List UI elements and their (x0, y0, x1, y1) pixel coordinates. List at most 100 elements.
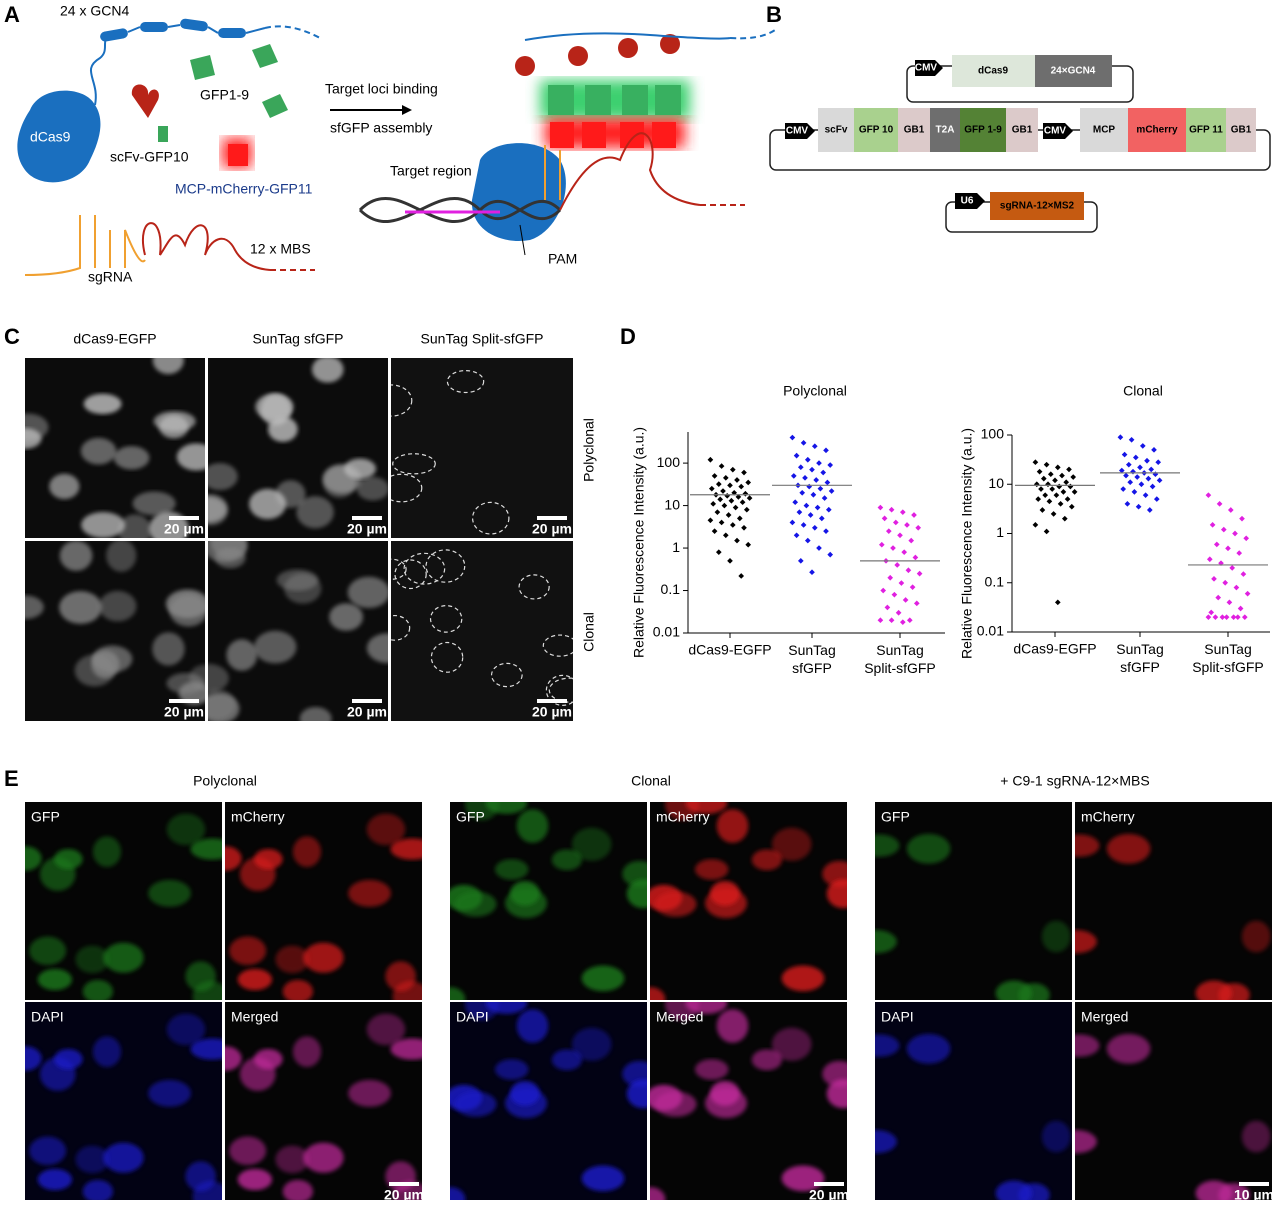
data-point (885, 528, 892, 534)
data-point (1225, 545, 1231, 552)
data-point (905, 567, 912, 574)
nucleus (1041, 1120, 1071, 1153)
data-point (884, 604, 891, 611)
column-label: SunTag Split-sfGFP (421, 331, 544, 347)
nucleus-outline (542, 634, 573, 657)
x-tick-label: SunTag Split-sfGFP (864, 642, 936, 676)
nucleus (581, 965, 625, 992)
nucleus (37, 1168, 73, 1191)
label: 12 x MBS (250, 241, 311, 257)
data-point (1149, 483, 1156, 490)
nucleus (626, 879, 647, 909)
segment-label: GFP 1-9 (964, 125, 1002, 136)
nucleus (253, 630, 297, 664)
data-point (796, 509, 803, 515)
data-point (877, 617, 884, 624)
nucleus (454, 1091, 497, 1117)
data-point (906, 617, 913, 624)
chart-title: Clonal (1123, 383, 1163, 399)
data-point (707, 517, 714, 524)
data-point (1132, 454, 1139, 461)
data-point (804, 537, 811, 544)
nucleus-outline (471, 501, 510, 535)
data-point (734, 537, 740, 544)
data-point (1222, 579, 1229, 586)
data-point (1127, 479, 1134, 486)
nucleus (53, 849, 83, 870)
nucleus (249, 488, 287, 520)
data-point (827, 462, 834, 468)
x-tick-label: dCas9-EGFP (1013, 641, 1096, 657)
nucleus (237, 968, 273, 991)
panel-label: C (4, 324, 20, 349)
data-point (1128, 436, 1135, 443)
nucleus (366, 813, 406, 846)
data-point (899, 619, 906, 625)
data-point (1125, 461, 1132, 468)
nucleus (1241, 1120, 1271, 1153)
data-point (1153, 496, 1160, 502)
data-point (1038, 486, 1044, 492)
data-point (892, 519, 899, 526)
data-point (1212, 614, 1219, 621)
data-point (739, 499, 746, 506)
nucleus (208, 663, 229, 693)
data-point (1146, 507, 1153, 513)
micrograph (208, 358, 388, 538)
nucleus (83, 393, 122, 415)
data-point (735, 494, 742, 500)
data-point (1050, 511, 1057, 517)
nucleus (190, 838, 222, 860)
micrograph (225, 1002, 422, 1200)
nucleus (694, 859, 729, 880)
scale-bar-label: 20 µm (809, 1187, 849, 1203)
scale-bar-label: 20 µm (347, 521, 387, 537)
nucleus (626, 1079, 647, 1109)
data-point (1061, 515, 1068, 522)
data-point (793, 452, 800, 459)
nucleus (225, 1046, 242, 1071)
data-point (1232, 530, 1238, 537)
data-point (1120, 486, 1127, 492)
data-point (1205, 614, 1212, 621)
data-point (1118, 467, 1125, 474)
micrograph (25, 1002, 222, 1200)
nucleus (152, 358, 184, 375)
data-point (1219, 614, 1226, 621)
label: 24 x GCN4 (60, 3, 129, 19)
nucleus (37, 968, 73, 991)
nucleus (275, 1145, 310, 1174)
segment-label: scFv (825, 125, 848, 136)
data-point (746, 495, 753, 501)
nucleus (311, 358, 344, 383)
nucleus (348, 1079, 391, 1107)
data-point (1039, 507, 1046, 513)
panel-a: dCas9 24 x GCN4 GFP1-9 scFv-GFP10 MCP-mC… (17, 3, 776, 285)
data-point (1135, 503, 1142, 510)
data-point (1043, 461, 1050, 468)
nucleus (650, 987, 666, 1000)
data-point (1216, 501, 1223, 507)
data-point (728, 497, 735, 504)
micrograph (25, 358, 205, 538)
nucleus (450, 1187, 466, 1200)
nucleus (80, 437, 117, 465)
micrograph (391, 358, 573, 538)
nucleus (237, 1168, 273, 1191)
nucleus (710, 880, 740, 906)
nucleus (1106, 1033, 1151, 1064)
data-point (817, 485, 824, 492)
data-point (1227, 507, 1234, 513)
nucleus-outline (391, 384, 413, 417)
data-point (806, 483, 813, 490)
data-point (1206, 556, 1213, 563)
x-tick-label: SunTag sfGFP (788, 642, 835, 676)
nucleus (148, 1079, 191, 1107)
image-background (875, 1002, 1072, 1200)
data-point (741, 524, 747, 531)
nucleus (176, 443, 205, 471)
segment-label: dCas9 (978, 66, 1008, 77)
data-point (807, 512, 814, 518)
channel-label: mCherry (231, 809, 285, 825)
data-point (916, 570, 923, 577)
